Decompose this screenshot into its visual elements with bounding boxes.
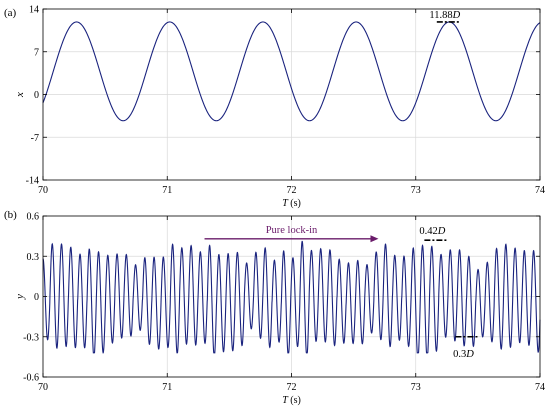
panel-label: (a) [4,7,17,19]
x-tick-label: 74 [535,185,545,196]
y-tick-label: 0.3 [27,252,40,263]
y-tick-label: 7 [34,47,39,58]
amplitude-annotation: 0.42D [419,226,445,237]
lock-in-arrow-head [370,235,379,243]
panel-a: 70 71 72 73 74 -14 -7 0 7 14 T (s) x (a) 11.88D [4,5,545,210]
lock-in-arrow-label: Pure lock-in [266,225,318,236]
x-tick-label: 71 [162,382,172,393]
x-tick-label: 74 [535,382,545,393]
y-tick-label: -0.6 [23,373,39,384]
x-tick-label: 72 [287,185,297,196]
amplitude-annotation: 0.3D [453,349,474,360]
panel-label: (b) [4,209,17,221]
y-tick-label: -14 [26,176,39,187]
series-line [42,240,541,354]
y-axis-label: y [14,294,26,300]
y-tick-label: 0.6 [27,212,40,223]
x-axis-label: T (s) [282,198,301,209]
y-tick-label: -7 [31,133,39,144]
y-axis-label: x [14,92,26,98]
x-tick-label: 70 [38,382,48,393]
y-tick-label: 14 [29,5,39,16]
x-tick-label: 72 [287,382,297,393]
y-tick-label: -0.3 [23,332,39,343]
series-line [42,21,541,122]
x-tick-label: 73 [411,382,421,393]
x-tick-label: 71 [162,185,172,196]
x-axis-label: T (s) [282,395,301,406]
y-tick-label: 0 [34,292,39,303]
y-tick-label: 0 [34,90,39,101]
amplitude-annotation: 11.88D [429,10,460,21]
panel-b: 70 71 72 73 74 -0.6 -0.3 0 0.3 0.6 T (s) y (b) Pure l… [4,209,545,406]
x-tick-label: 70 [38,185,48,196]
x-tick-label: 73 [411,185,421,196]
